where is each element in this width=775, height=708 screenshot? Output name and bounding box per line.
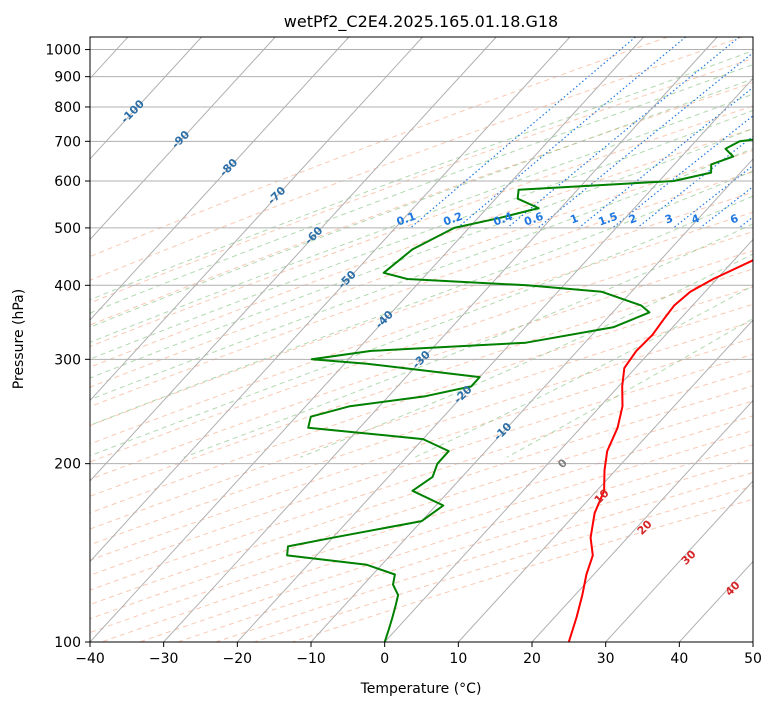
- isotherm-line: [310, 158, 753, 642]
- mixing-ratio-label: 4: [690, 212, 702, 227]
- dry-adiabat-line: [90, 57, 753, 304]
- y-axis-title: Pressure (hPa): [11, 289, 27, 389]
- y-tick-label: 900: [54, 70, 81, 86]
- y-tick-label: 400: [54, 278, 81, 294]
- plot-frame: [89, 36, 754, 643]
- moist-adiabat-line: [90, 93, 753, 343]
- dry-adiabat-line: [90, 385, 753, 606]
- x-tick-label: −20: [223, 651, 253, 667]
- isotherm-line: [90, 37, 202, 160]
- mixing-ratio-label: 3: [663, 212, 675, 227]
- x-tick-label: 30: [597, 651, 615, 667]
- dry-adiabat-line: [139, 444, 753, 642]
- isotherm-line: [90, 37, 497, 482]
- x-tick-label: 40: [670, 651, 688, 667]
- y-tick-label: 300: [54, 352, 81, 368]
- moist-adiabat-line: [90, 50, 753, 301]
- isotherm-line: [384, 238, 753, 642]
- mixing-ratio-label: 0.6: [522, 210, 545, 229]
- dry-adiabat-line: [90, 268, 753, 497]
- x-tick-label: 50: [744, 651, 762, 667]
- dewpoint-profile-line: [286, 138, 753, 642]
- isotherm-line: [90, 37, 423, 402]
- dry-adiabat-line: [215, 471, 753, 642]
- moist-adiabat-line: [90, 148, 753, 401]
- mixing-ratio-label: 2: [627, 212, 639, 227]
- mixing-ratio-line: [410, 37, 636, 229]
- isotherm-line: [90, 37, 644, 642]
- x-axis: −40 −30 −20 −10 0 10 20 30 40 50: [75, 642, 762, 667]
- pressure-gridlines: [90, 49, 753, 642]
- y-tick-label: 1000: [45, 43, 81, 59]
- isotherms: [90, 37, 753, 642]
- dry-adiabat-line: [90, 128, 753, 368]
- moist-adiabat-line: [90, 195, 753, 457]
- mixing-ratio-label: 1: [569, 212, 581, 227]
- mixing-ratio-label: 1.5: [597, 210, 620, 229]
- mixing-ratio-line: [578, 86, 753, 229]
- y-tick-label: 500: [54, 221, 81, 237]
- moist-adiabat-line: [414, 285, 753, 458]
- x-tick-label: 0: [380, 651, 389, 667]
- x-tick-label: −40: [75, 651, 105, 667]
- chart-title: wetPf2_C2E4.2025.165.01.18.G18: [284, 12, 558, 32]
- mixing-ratio-label: 0.1: [395, 210, 418, 229]
- mixing-ratio-label: 6: [729, 212, 741, 227]
- dry-adiabat-line: [90, 191, 753, 427]
- dry-adiabat-line: [90, 105, 753, 347]
- dry-adiabat-line: [90, 369, 753, 591]
- isotherm-line: [457, 319, 753, 642]
- isotherm-line: [531, 399, 753, 642]
- moist-adiabat-line: [90, 127, 753, 379]
- isotherm-line: [90, 37, 571, 563]
- profile-series: [286, 138, 753, 642]
- isotherm-line: [163, 37, 718, 642]
- mixing-ratio-line: [636, 135, 753, 229]
- dry-adiabat-line: [90, 337, 753, 561]
- dry-adiabat-line: [90, 415, 753, 634]
- isotherm-line: [605, 480, 753, 642]
- isotherm-line: [236, 77, 753, 642]
- temperature-profile-line: [567, 258, 753, 642]
- x-tick-label: −30: [149, 651, 179, 667]
- x-tick-label: 10: [449, 651, 467, 667]
- mixing-ratio-line: [456, 37, 686, 229]
- x-tick-label: 20: [523, 651, 541, 667]
- y-tick-label: 800: [54, 100, 81, 116]
- mixing-ratio-line: [699, 185, 753, 229]
- dry-adiabat-line: [90, 320, 753, 546]
- y-tick-label: 600: [54, 174, 81, 190]
- y-axis: 100 200 300 400 500 600 700 800 900 1000: [45, 43, 90, 651]
- y-tick-label: 200: [54, 457, 81, 473]
- y-tick-label: 700: [54, 134, 81, 150]
- mixing-ratio-lines: [410, 37, 753, 229]
- dry-adiabat-line: [292, 498, 753, 642]
- mixing-ratio-label: 0.4: [492, 210, 515, 229]
- x-tick-label: −10: [296, 651, 326, 667]
- mixing-ratio-line: [537, 51, 753, 229]
- mixing-ratio-label: 0.2: [442, 210, 465, 229]
- dry-adiabat-line: [90, 211, 753, 445]
- mixing-ratio-line: [612, 115, 753, 229]
- y-tick-label: 100: [54, 635, 81, 651]
- x-axis-title: Temperature (°C): [360, 681, 482, 697]
- isotherm-line: [90, 37, 350, 321]
- isotherm-line: [90, 37, 276, 241]
